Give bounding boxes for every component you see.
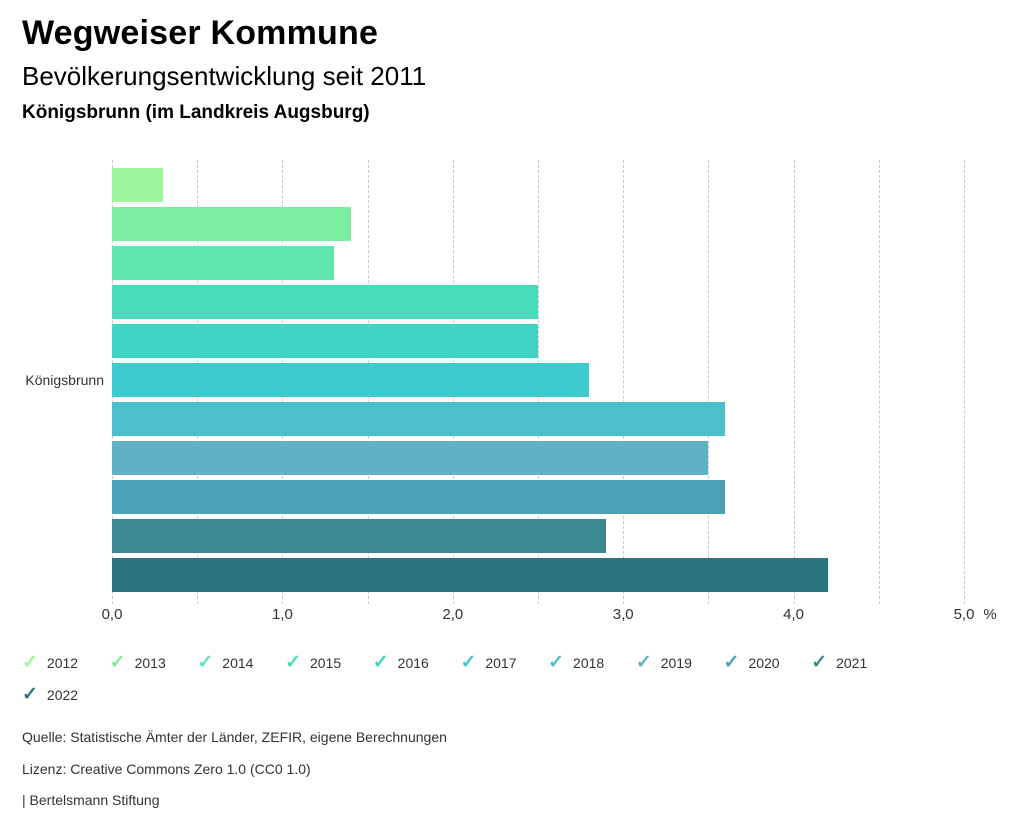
legend-item-2019[interactable]: ✓ 2019 [636,653,724,673]
legend-item-label: 2017 [485,655,517,671]
check-icon: ✓ [635,652,652,673]
bar-2012[interactable] [112,168,164,202]
bar-2022[interactable] [112,558,828,592]
source-line: Quelle: Statistische Ämter der Länder, Z… [22,729,447,745]
legend-item-2015[interactable]: ✓ 2015 [285,653,373,673]
legend-item-label: 2014 [222,655,254,671]
legend-item-2020[interactable]: ✓ 2020 [724,653,812,673]
legend-item-2022[interactable]: ✓ 2022 [22,685,110,705]
bar-2018[interactable] [112,402,726,436]
bar-2017[interactable] [112,363,590,397]
brand-line: | Bertelsmann Stiftung [22,792,160,808]
legend-item-2016[interactable]: ✓ 2016 [373,653,461,673]
gridline [793,160,795,604]
region-label: Königsbrunn (im Landkreis Augsburg) [22,102,370,123]
bar-2015[interactable] [112,285,538,319]
legend-item-2013[interactable]: ✓ 2013 [110,653,198,673]
legend-item-label: 2019 [660,655,692,671]
legend-item-label: 2012 [46,655,79,671]
check-icon: ✓ [22,652,38,673]
check-icon: ✓ [197,652,214,673]
chart-title: Bevölkerungsentwicklung seit 2011 [22,61,427,91]
check-icon: ✓ [22,684,38,705]
gridline [878,160,880,604]
license-line: Lizenz: Creative Commons Zero 1.0 (CC0 1… [22,760,311,777]
x-axis-tick-label: 4,0 [783,606,805,623]
legend-item-label: 2018 [573,655,605,671]
x-axis-tick-label: 3,0 [612,606,634,623]
bar-2014[interactable] [112,246,334,280]
legend-item-2021[interactable]: ✓ 2021 [811,653,899,673]
check-icon: ✓ [285,652,301,673]
legend-item-label: 2021 [836,655,868,671]
check-icon: ✓ [723,652,740,673]
legend-item-label: 2022 [46,687,79,703]
legend-item-label: 2020 [748,655,780,671]
legend-item-2017[interactable]: ✓ 2017 [460,653,548,673]
gridline [708,160,710,604]
bar-2020[interactable] [112,480,726,514]
check-icon: ✓ [109,652,126,673]
x-axis-tick-label: 0,0 [101,606,123,623]
legend-item-2012[interactable]: ✓ 2012 [22,653,110,673]
legend-item-label: 2015 [309,655,342,671]
legend: ✓ 2012 ✓ 2013 ✓ 2014 ✓ 2015 ✓ 2016 ✓ 2017 ✓ 2018 ✓ 2019… [22,653,922,705]
check-icon: ✓ [548,652,565,673]
legend-item-2014[interactable]: ✓ 2014 [197,653,285,673]
check-icon: ✓ [460,652,477,673]
x-axis-unit-label: % [983,606,997,623]
chart-footer: Quelle: Statistische Ämter der Länder, Z… [22,722,447,817]
legend-item-2018[interactable]: ✓ 2018 [548,653,636,673]
x-axis-tick-label: 2,0 [442,606,464,623]
page-title: Wegweiser Kommune [22,14,379,52]
check-icon: ✓ [811,652,828,673]
bar-2019[interactable] [112,441,709,475]
x-axis-tick-label: 1,0 [271,606,293,623]
y-axis-category-label: Königsbrunn [25,372,104,388]
check-icon: ✓ [372,652,389,673]
legend-item-label: 2016 [397,655,429,671]
bar-2016[interactable] [112,324,538,358]
bar-2013[interactable] [112,207,351,241]
x-axis-tick-label: 5,0 [953,606,975,623]
bar-2021[interactable] [112,519,607,553]
gridline [623,160,625,604]
gridline [964,160,965,604]
legend-item-label: 2013 [134,655,166,671]
